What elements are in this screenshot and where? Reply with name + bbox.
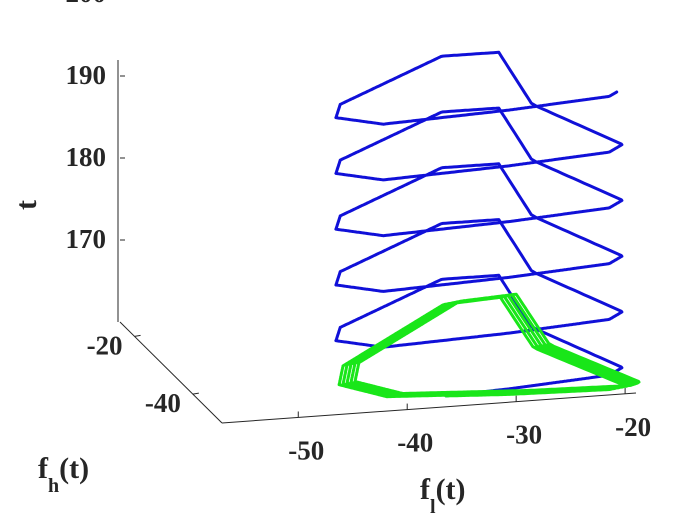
x-ticks: -50 -40 -30 -20 (288, 387, 651, 465)
y-axis-line (119, 321, 223, 424)
x-axis-label: fl(t) (420, 473, 466, 518)
x-axis-line (221, 392, 637, 424)
z-tick-label: 170 (66, 224, 107, 254)
y-tick-label: -20 (87, 330, 123, 360)
y-tick (192, 392, 199, 395)
x-tick-label: -30 (506, 420, 542, 450)
z-ticks: 170 180 190 200 (66, 0, 125, 254)
x-axis-label-sub: l (430, 496, 436, 518)
z-axis-label: t (10, 200, 43, 210)
axes (117, 60, 637, 424)
y-axis-label-tail: (t) (59, 452, 89, 485)
x-axis-label-tail: (t) (436, 473, 466, 506)
z-tick-label: 180 (66, 142, 107, 172)
x-tick-label: -50 (288, 435, 324, 465)
svg-text:fh(t): fh(t) (38, 452, 89, 497)
x-tick-label: -20 (615, 412, 651, 442)
series-projection-line (337, 292, 641, 399)
x-tick-label: -40 (397, 428, 433, 458)
z-tick-label: 200 (66, 0, 107, 8)
x-axis-label-main: f (420, 473, 431, 506)
y-axis-label-main: f (38, 452, 49, 485)
y-ticks: -40 -20 (87, 330, 199, 418)
y-tick-label: -40 (145, 388, 181, 418)
y-axis-label: fh(t) (38, 452, 89, 497)
svg-text:fl(t): fl(t) (420, 473, 466, 518)
y-tick (134, 334, 141, 337)
y-axis-label-sub: h (48, 475, 59, 497)
z-tick-label: 190 (66, 60, 107, 90)
series-layer (334, 50, 641, 399)
